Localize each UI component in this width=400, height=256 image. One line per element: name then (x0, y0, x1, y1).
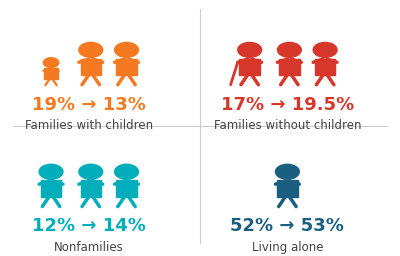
Circle shape (39, 164, 63, 179)
Text: Living alone: Living alone (252, 241, 323, 254)
Circle shape (313, 42, 337, 57)
Circle shape (79, 164, 103, 179)
FancyArrow shape (80, 180, 101, 197)
Text: 19% → 13%: 19% → 13% (32, 95, 146, 114)
Circle shape (43, 58, 59, 68)
Circle shape (114, 42, 138, 57)
FancyArrow shape (41, 180, 61, 197)
Circle shape (276, 164, 299, 179)
FancyArrow shape (240, 59, 260, 75)
Text: Nonfamilies: Nonfamilies (54, 241, 124, 254)
Text: 12% → 14%: 12% → 14% (32, 217, 146, 236)
FancyArrow shape (279, 59, 300, 75)
FancyArrow shape (315, 59, 335, 75)
FancyArrow shape (44, 68, 58, 79)
Circle shape (79, 42, 103, 57)
FancyArrow shape (116, 180, 137, 197)
FancyArrow shape (116, 59, 137, 75)
Circle shape (278, 42, 301, 57)
Text: Families with children: Families with children (25, 119, 153, 132)
FancyArrow shape (277, 180, 298, 197)
Circle shape (238, 42, 262, 57)
Circle shape (114, 164, 138, 179)
Text: Families without children: Families without children (214, 119, 361, 132)
FancyArrow shape (80, 59, 101, 75)
Text: 52% → 53%: 52% → 53% (230, 217, 344, 236)
Text: 17% → 19.5%: 17% → 19.5% (221, 95, 354, 114)
